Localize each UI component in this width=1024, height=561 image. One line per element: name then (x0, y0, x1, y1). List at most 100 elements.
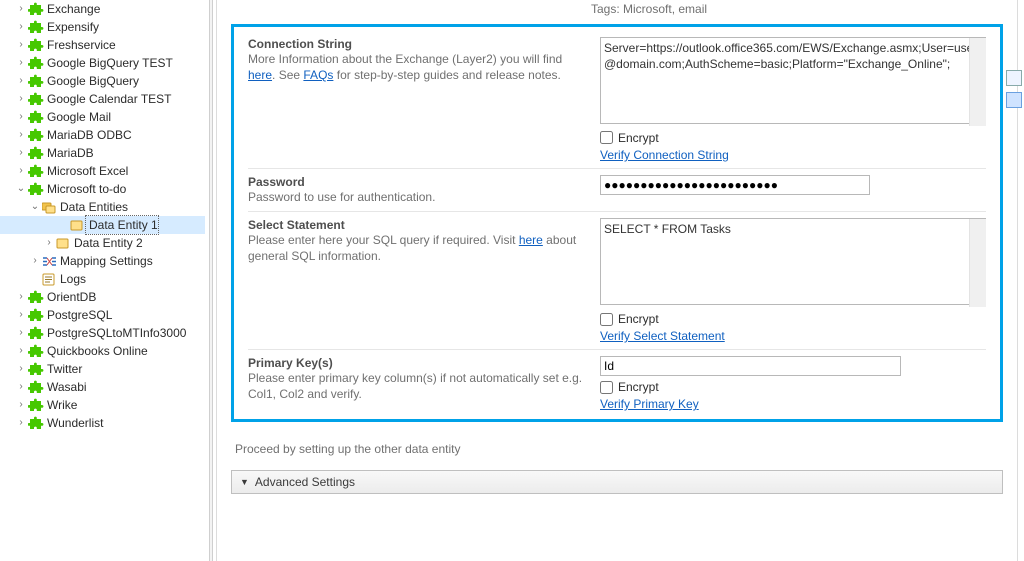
sidebar-item[interactable]: ›Quickbooks Online (0, 342, 205, 360)
connection-string-input[interactable] (600, 37, 986, 124)
verify-connection-link[interactable]: Verify Connection String (600, 148, 729, 162)
sidebar-item[interactable]: ›Google BigQuery TEST (0, 54, 205, 72)
sidebar-item[interactable]: › Freshservice (0, 36, 205, 54)
verify-primary-key-link[interactable]: Verify Primary Key (600, 397, 699, 411)
sidebar-item-data-entities[interactable]: ⌄ Data Entities (0, 198, 205, 216)
encrypt-checkbox[interactable] (600, 131, 613, 144)
encrypt-checkbox-row[interactable]: Encrypt (600, 312, 986, 326)
tree-node-label: Google BigQuery (44, 72, 139, 90)
chevron-right-icon[interactable]: › (14, 144, 28, 162)
sidebar-item[interactable]: ›Microsoft Excel (0, 162, 205, 180)
sidebar-item[interactable]: › PostgreSQL (0, 306, 205, 324)
sidebar-item[interactable]: › Wunderlist (0, 414, 205, 432)
row-primary-key: Primary Key(s) Please enter primary key … (248, 349, 986, 411)
help-text: Please enter here your SQL query if requ… (248, 233, 519, 247)
link-here[interactable]: here (519, 233, 543, 247)
tree-node-label: PostgreSQL (44, 306, 112, 324)
sidebar-item-mapping-settings[interactable]: › Mapping Settings (0, 252, 205, 270)
sidebar-item[interactable]: › Google Calendar TEST (0, 90, 205, 108)
right-rail (1006, 70, 1024, 114)
sidebar-item[interactable]: ›Twitter (0, 360, 205, 378)
help-text: . See (272, 68, 303, 82)
puzzle-icon (28, 2, 44, 16)
sidebar-item[interactable]: › Google Mail (0, 108, 205, 126)
chevron-right-icon[interactable]: › (14, 18, 28, 36)
scrollbar[interactable] (969, 219, 986, 307)
primary-key-input[interactable] (600, 356, 901, 376)
connection-settings-box: Connection String More Information about… (231, 24, 1003, 422)
tree-node-label: Mapping Settings (57, 252, 153, 270)
chevron-right-icon[interactable]: › (14, 396, 28, 414)
sidebar-item[interactable]: › Google BigQuery (0, 72, 205, 90)
proceed-hint: Proceed by setting up the other data ent… (231, 422, 1003, 470)
tree-node-label: Expensify (44, 18, 99, 36)
advanced-settings-expander[interactable]: ▼ Advanced Settings (231, 470, 1003, 494)
sidebar-item-logs[interactable]: Logs (0, 270, 205, 288)
puzzle-icon (28, 416, 44, 430)
field-help: Please enter primary key column(s) if no… (248, 370, 590, 402)
field-header: Select Statement (248, 218, 590, 232)
link-here[interactable]: here (248, 68, 272, 82)
chevron-right-icon[interactable]: › (14, 324, 28, 342)
tree-node-label: Google Mail (44, 108, 111, 126)
chevron-right-icon[interactable]: › (14, 108, 28, 126)
sidebar-item[interactable]: ›Exchange (0, 0, 205, 18)
scrollbar[interactable] (969, 38, 986, 126)
puzzle-icon (28, 290, 44, 304)
tree-node-label: Wunderlist (44, 414, 103, 432)
chevron-right-icon[interactable]: › (14, 288, 28, 306)
chevron-right-icon[interactable]: › (14, 72, 28, 90)
puzzle-icon (28, 326, 44, 340)
chevron-right-icon[interactable]: › (14, 414, 28, 432)
chevron-right-icon[interactable]: › (14, 0, 28, 18)
sidebar-item[interactable]: › Expensify (0, 18, 205, 36)
tree-node-label: Freshservice (44, 36, 116, 54)
puzzle-icon (28, 398, 44, 412)
chevron-right-icon[interactable]: › (14, 90, 28, 108)
pane-separator[interactable] (209, 0, 213, 561)
chevron-right-icon[interactable]: › (28, 252, 42, 270)
mapping-icon (42, 255, 57, 268)
tree-node-label: Wasabi (44, 378, 87, 396)
tree-node-label: Wrike (44, 396, 77, 414)
chevron-right-icon[interactable]: › (14, 342, 28, 360)
sidebar-item-microsoft-to-do[interactable]: ⌄ Microsoft to-do (0, 180, 205, 198)
sidebar-item[interactable]: ›MariaDB (0, 144, 205, 162)
chevron-right-icon[interactable]: › (14, 54, 28, 72)
encrypt-checkbox[interactable] (600, 313, 613, 326)
puzzle-icon (28, 380, 44, 394)
encrypt-checkbox-row[interactable]: Encrypt (600, 131, 986, 145)
chevron-right-icon[interactable]: › (14, 378, 28, 396)
encrypt-checkbox[interactable] (600, 381, 613, 394)
sidebar-item-data-entity-1[interactable]: › Data Entity 1 (0, 216, 205, 234)
sidebar-item-data-entity-2[interactable]: › Data Entity 2 (0, 234, 205, 252)
sidebar-item[interactable]: ›OrientDB (0, 288, 205, 306)
chevron-right-icon[interactable]: › (42, 234, 56, 252)
tree-node-label: PostgreSQLtoMTInfo3000 (44, 324, 186, 342)
help-icon[interactable] (1006, 92, 1022, 108)
chevron-right-icon[interactable]: › (14, 126, 28, 144)
row-select-statement: Select Statement Please enter here your … (248, 211, 986, 343)
chevron-down-icon[interactable]: ⌄ (28, 198, 42, 216)
chevron-right-icon[interactable]: › (14, 360, 28, 378)
chevron-down-icon[interactable]: ⌄ (14, 180, 28, 198)
triangle-down-icon: ▼ (240, 477, 249, 487)
encrypt-checkbox-row[interactable]: Encrypt (600, 380, 986, 394)
puzzle-icon (28, 56, 44, 70)
select-statement-input[interactable] (600, 218, 986, 305)
sidebar-item[interactable]: › Wasabi (0, 378, 205, 396)
link-faqs[interactable]: FAQs (303, 68, 333, 82)
chevron-right-icon[interactable]: › (14, 162, 28, 180)
chevron-right-icon[interactable]: › (14, 306, 28, 324)
sidebar-item[interactable]: › MariaDB ODBC (0, 126, 205, 144)
tree-node-label: MariaDB ODBC (44, 126, 132, 144)
tree-node-label: Google Calendar TEST (44, 90, 172, 108)
checkbox-label: Encrypt (618, 131, 659, 145)
sidebar-item[interactable]: › PostgreSQLtoMTInfo3000 (0, 324, 205, 342)
chevron-right-icon[interactable]: › (14, 36, 28, 54)
password-input[interactable] (600, 175, 870, 195)
rail-icon[interactable] (1006, 70, 1022, 86)
verify-select-link[interactable]: Verify Select Statement (600, 329, 725, 343)
sidebar-item[interactable]: › Wrike (0, 396, 205, 414)
row-password: Password Password to use for authenticat… (248, 168, 986, 205)
